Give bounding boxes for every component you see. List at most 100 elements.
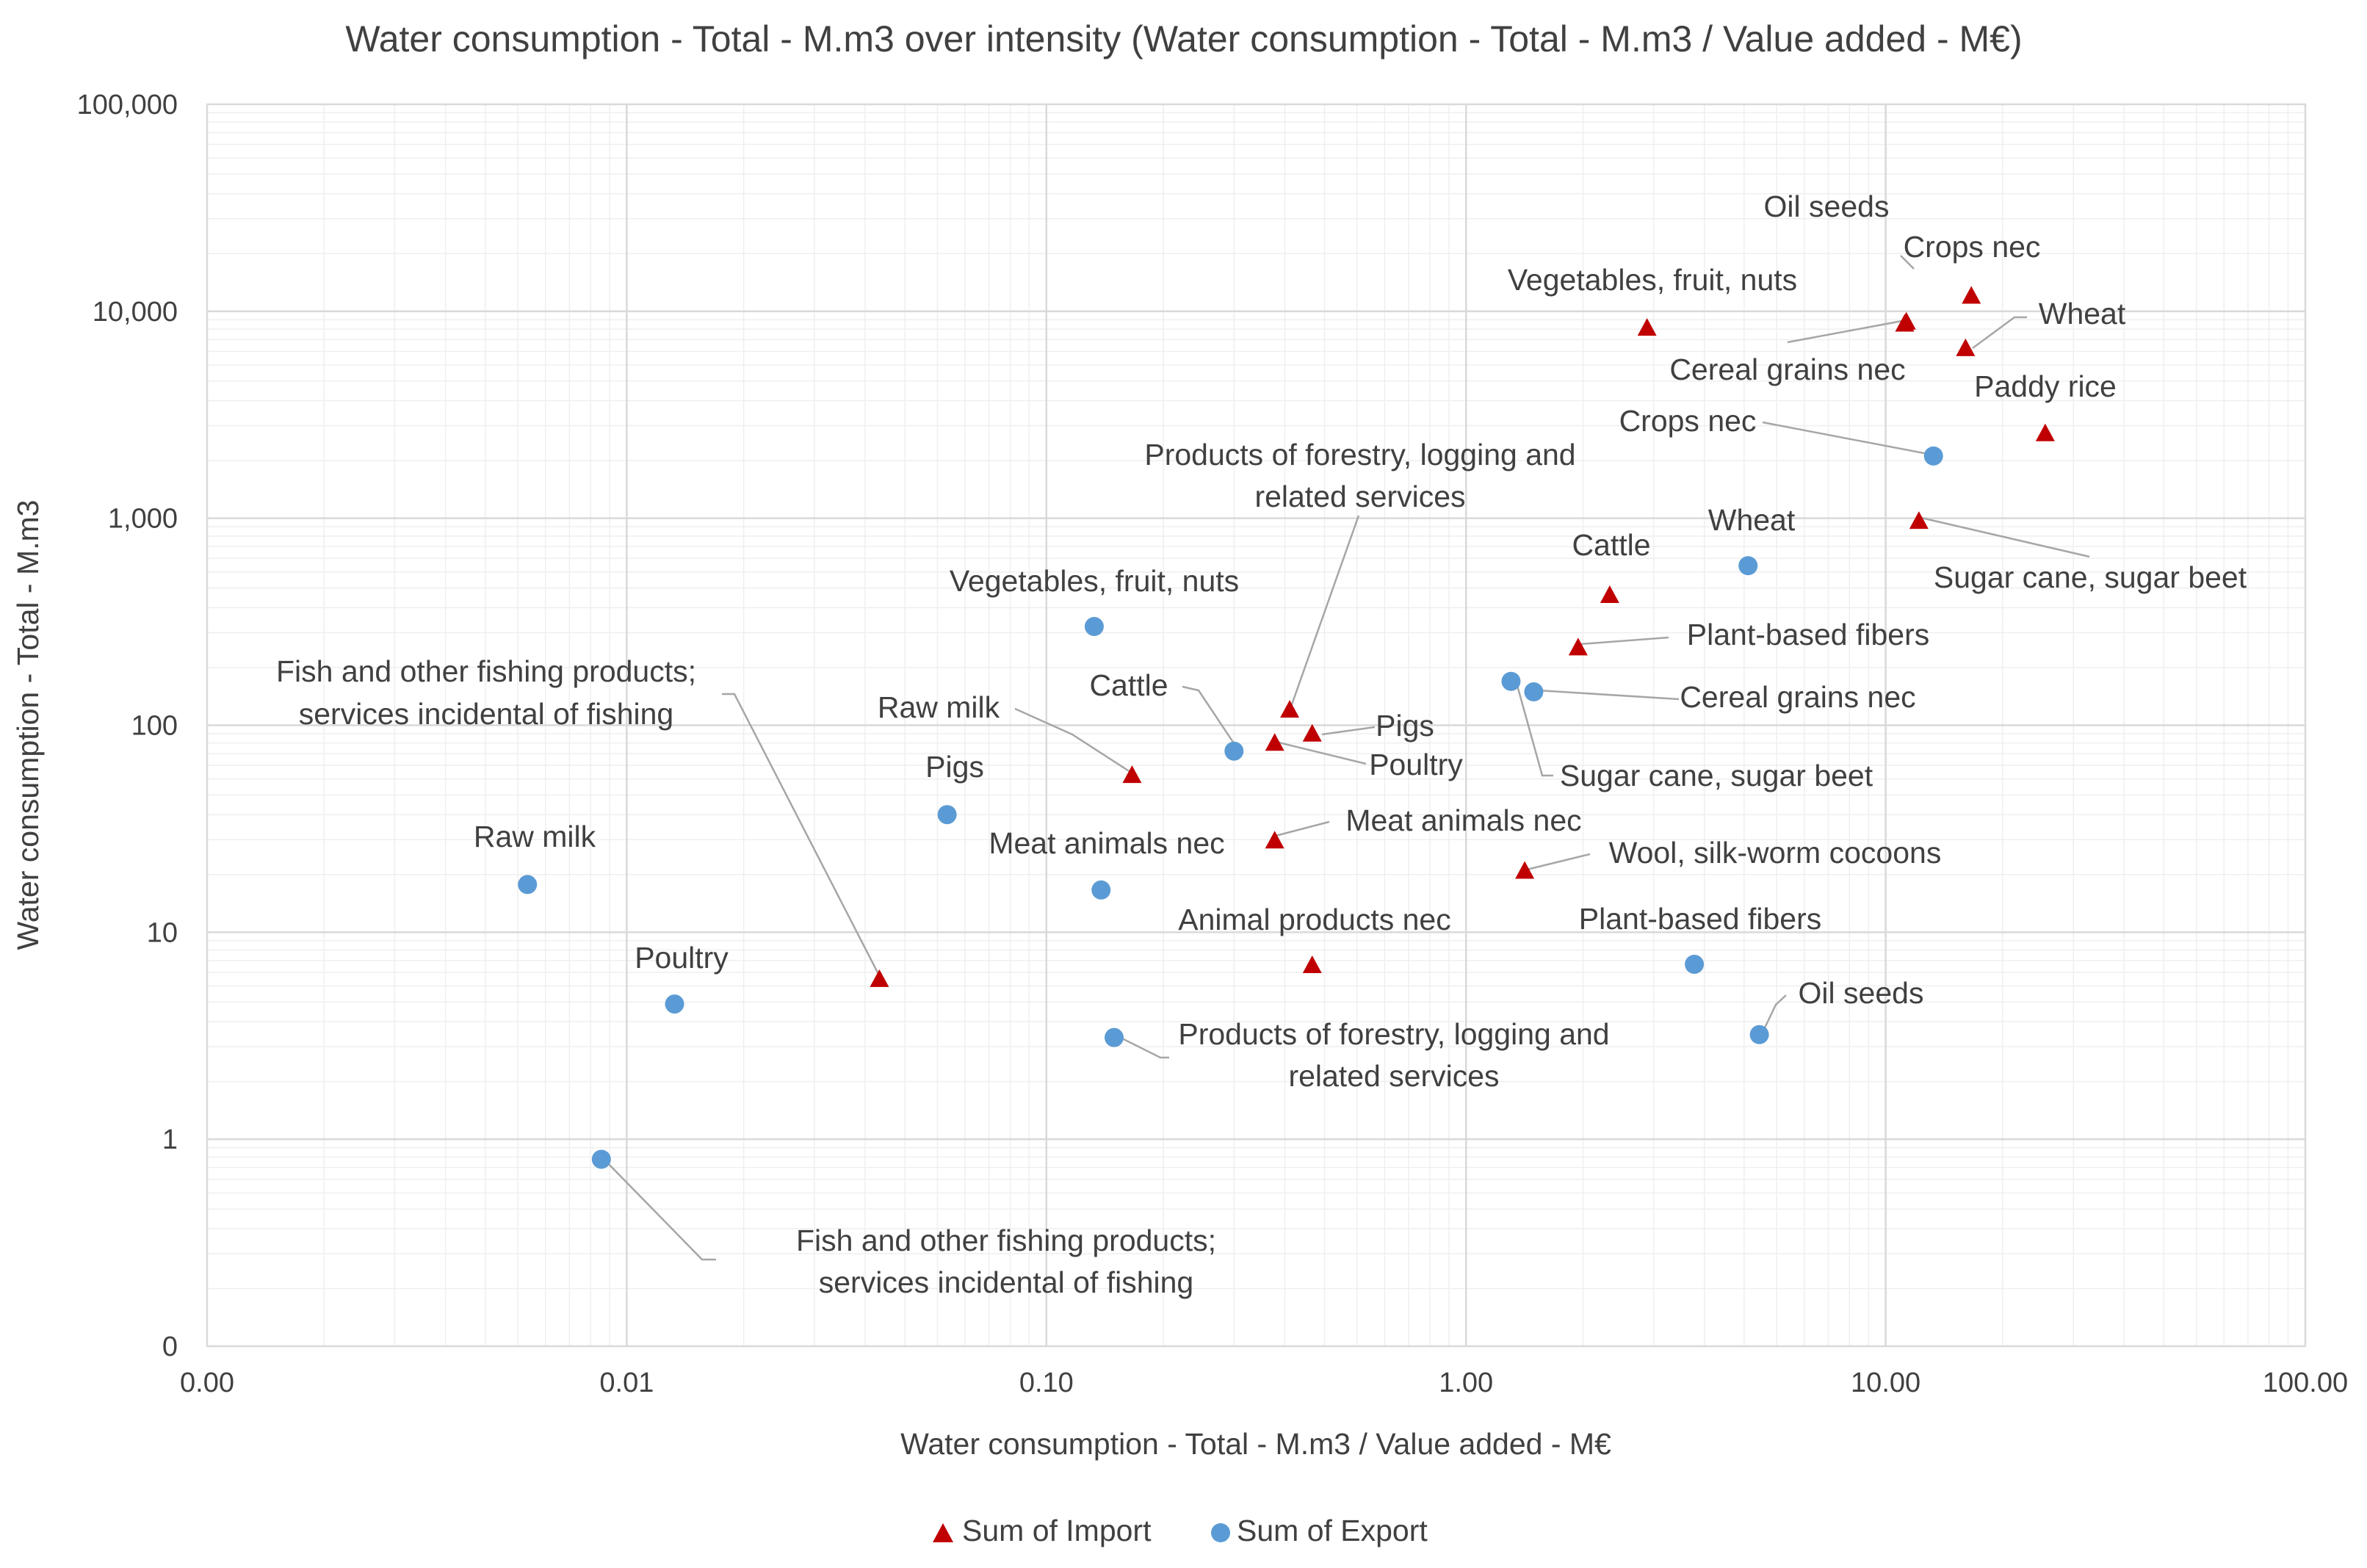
data-label: Raw milk: [878, 690, 1000, 724]
export-point-marker: [1738, 556, 1758, 576]
leader-line: [1321, 726, 1376, 736]
data-label: Vegetables, fruit, nuts: [950, 564, 1239, 598]
import-point-marker: [1962, 286, 1981, 304]
export-point-marker: [1105, 1027, 1124, 1047]
data-label: related services: [1254, 480, 1465, 513]
y-tick-label: 100: [131, 711, 178, 742]
import-point-marker: [1302, 955, 1322, 973]
import-point-marker: [1515, 861, 1535, 879]
import-point-marker: [1895, 314, 1915, 332]
leader-line: [1275, 820, 1330, 837]
leader-line: [722, 693, 881, 978]
y-tick-label: 1,000: [108, 504, 178, 535]
chart-title: Water consumption - Total - M.m3 over in…: [345, 18, 2022, 59]
data-label: Cereal grains nec: [1680, 680, 1915, 714]
leader-line: [1182, 685, 1240, 751]
leader-line: [1014, 707, 1133, 775]
import-point-marker: [1122, 765, 1142, 784]
export-point-marker: [591, 1149, 611, 1169]
import-point-marker: [2035, 423, 2055, 441]
data-label: Cereal grains nec: [1669, 353, 1905, 386]
leader-line: [1515, 682, 1553, 777]
legend-export-marker: [1211, 1523, 1230, 1542]
export-point-marker: [1084, 617, 1104, 637]
export-point-marker: [1224, 741, 1244, 761]
data-label: Animal products nec: [1178, 903, 1450, 936]
data-label: Sugar cane, sugar beet: [1560, 759, 1873, 792]
leader-line: [1275, 740, 1367, 765]
data-label: Wheat: [1708, 503, 1796, 537]
data-label: Cattle: [1089, 668, 1168, 702]
leader-line: [1580, 636, 1669, 646]
import-point-marker: [1280, 700, 1300, 718]
x-axis-title: Water consumption - Total - M.m3 / Value…: [900, 1427, 1611, 1461]
data-label: services incidental of fishing: [819, 1265, 1193, 1299]
legend: Sum of Import Sum of Export: [933, 1514, 1428, 1547]
x-tick-label: 0.10: [1019, 1368, 1074, 1398]
data-label: Meat animals nec: [989, 826, 1224, 860]
x-axis-ticks: 0.00 0.01 0.10 1.00 10.00 100.00: [180, 1368, 2348, 1398]
data-label: Fish and other fishing products;: [796, 1224, 1216, 1257]
data-label: Wheat: [2039, 297, 2126, 330]
leader-line: [1972, 316, 2027, 350]
data-label: Oil seeds: [1764, 189, 1890, 223]
export-point-marker: [1685, 954, 1705, 974]
data-label: Poultry: [1369, 748, 1463, 781]
x-tick-label: 1.00: [1439, 1368, 1493, 1398]
data-markers: [518, 286, 2055, 1169]
y-tick-label: 100,000: [77, 90, 178, 120]
data-label: Crops nec: [1904, 230, 2041, 264]
data-label: Products of forestry, logging and: [1178, 1017, 1609, 1051]
leader-line: [601, 1157, 716, 1261]
data-label: Meat animals nec: [1345, 803, 1581, 837]
data-label: services incidental of fishing: [299, 697, 673, 731]
x-tick-label: 0.00: [180, 1368, 234, 1398]
leader-line: [1920, 516, 2090, 558]
data-label: Poultry: [635, 941, 729, 975]
leader-line: [1900, 255, 1915, 270]
y-tick-label: 10,000: [93, 297, 178, 328]
y-axis-ticks: 0 1 10 100 1,000 10,000 100,000: [77, 90, 178, 1362]
data-labels: Oil seeds Crops nec Wheat Vegetables, fruit…: [276, 189, 2247, 1299]
leader-line: [1787, 319, 1903, 344]
plot-area-border: [206, 104, 2306, 1347]
legend-import-marker: [933, 1523, 953, 1542]
data-label: related services: [1288, 1059, 1499, 1093]
gridlines: [206, 103, 2307, 1348]
y-tick-label: 1: [162, 1124, 178, 1155]
legend-import-label: Sum of Import: [962, 1514, 1152, 1547]
data-label: Fish and other fishing products;: [276, 654, 696, 688]
export-point-marker: [1923, 446, 1943, 466]
leader-line: [1760, 994, 1787, 1036]
export-point-marker: [1749, 1025, 1769, 1044]
leader-line: [1762, 421, 1932, 456]
leader-line: [1290, 515, 1360, 707]
data-label: Plant-based fibers: [1579, 902, 1821, 936]
data-label: Raw milk: [474, 820, 596, 853]
y-tick-label: 10: [147, 917, 178, 948]
import-point-marker: [1956, 338, 1976, 356]
data-label: Paddy rice: [1974, 369, 2117, 403]
import-point-marker: [1302, 723, 1322, 742]
export-point-marker: [665, 994, 684, 1014]
x-tick-label: 10.00: [1851, 1368, 1920, 1398]
export-point-marker: [1091, 880, 1111, 900]
leader-line: [1537, 689, 1680, 701]
data-label: Cattle: [1572, 528, 1650, 562]
data-label: Plant-based fibers: [1687, 618, 1929, 651]
x-tick-label: 100.00: [2263, 1368, 2348, 1398]
data-label: Pigs: [925, 750, 984, 784]
data-label: Pigs: [1376, 709, 1434, 743]
import-point-marker: [1600, 585, 1619, 603]
x-tick-label: 0.01: [599, 1368, 654, 1398]
y-axis-title: Water consumption - Total - M.m3: [11, 500, 45, 950]
legend-export-label: Sum of Export: [1237, 1514, 1428, 1547]
export-point-marker: [1501, 671, 1521, 691]
leader-line: [1116, 1034, 1169, 1059]
leader-lines: [601, 255, 2090, 1261]
import-point-marker: [1265, 831, 1284, 849]
export-point-marker: [937, 805, 957, 825]
import-point-marker: [1909, 511, 1929, 530]
data-label: Crops nec: [1619, 404, 1757, 438]
